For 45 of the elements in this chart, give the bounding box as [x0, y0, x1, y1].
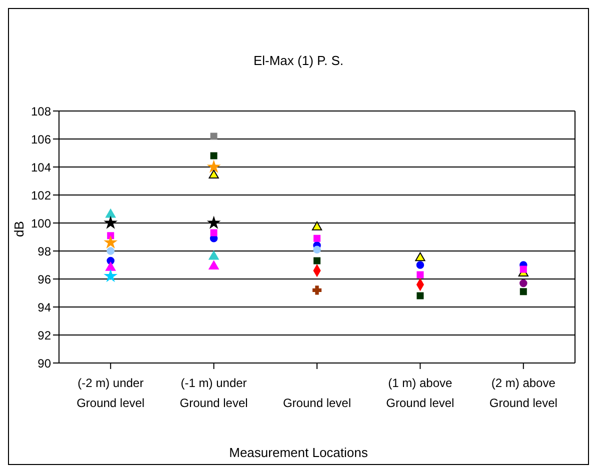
point — [104, 270, 116, 282]
point — [415, 252, 426, 262]
point — [416, 292, 424, 300]
point — [312, 221, 322, 230]
point — [520, 279, 528, 288]
point — [208, 170, 219, 179]
x-axis-title: Measurement Locations — [228, 445, 369, 460]
x-tick-label: (-2 m) under Ground level — [76, 376, 145, 410]
point — [208, 216, 220, 228]
point — [104, 236, 116, 248]
y-tick-label: 100 — [30, 216, 52, 230]
x-tick-label: (1 m) above Ground level — [386, 376, 454, 410]
y-tick-label: 108 — [30, 104, 52, 118]
y-tick-label: 90 — [38, 356, 52, 370]
point — [520, 266, 527, 273]
point — [210, 152, 218, 160]
point — [208, 160, 220, 172]
point — [210, 229, 218, 236]
y-tick-label: 102 — [30, 188, 52, 202]
y-tick-label: 92 — [38, 328, 52, 342]
y-tick-label: 106 — [30, 132, 52, 146]
y-tick-label: 94 — [38, 300, 52, 314]
x-tick-label: (2 m) above Ground level — [489, 376, 558, 410]
y-axis-title: dB — [12, 221, 27, 237]
point — [416, 271, 424, 278]
point — [106, 208, 116, 218]
point — [104, 216, 116, 228]
point — [106, 247, 114, 255]
point — [210, 132, 218, 140]
point — [416, 261, 424, 269]
point — [208, 260, 219, 270]
y-tick-label: 98 — [38, 244, 52, 258]
point — [314, 257, 320, 264]
point — [312, 286, 322, 295]
point — [107, 232, 114, 240]
chart-title: El-Max (1) P. S. — [252, 53, 345, 68]
point — [314, 234, 320, 242]
x-tick-label: Ground level — [282, 396, 352, 410]
point — [520, 288, 527, 296]
point — [313, 246, 321, 254]
y-tick-label: 96 — [38, 272, 52, 286]
x-tick-label: (-1 m) under Ground level — [180, 376, 248, 410]
point — [208, 250, 219, 260]
y-tick-label: 104 — [30, 160, 52, 174]
point — [106, 262, 116, 271]
